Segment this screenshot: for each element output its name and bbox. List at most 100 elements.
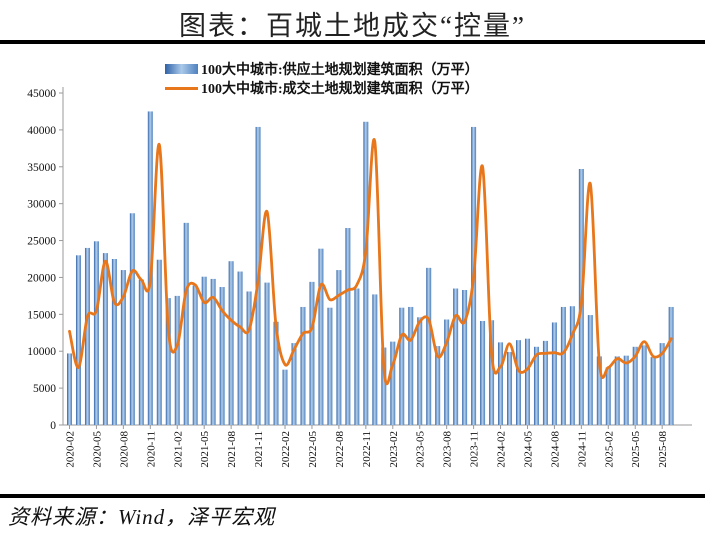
supply-bar bbox=[507, 351, 513, 425]
supply-bar bbox=[102, 253, 108, 425]
supply-bar bbox=[650, 357, 656, 425]
x-tick-label: 2022-11 bbox=[361, 431, 373, 467]
chart-legend: 100大中城市:供应土地规划建筑面积（万平） 100大中城市:成交土地规划建筑面… bbox=[165, 61, 479, 97]
supply-bar bbox=[336, 270, 342, 425]
x-tick-label: 2022-08 bbox=[334, 431, 346, 468]
y-tick-label: 20000 bbox=[27, 272, 56, 284]
supply-bar bbox=[435, 346, 441, 425]
supply-bar bbox=[444, 319, 450, 425]
supply-bar bbox=[210, 278, 216, 425]
supply-bar bbox=[120, 270, 126, 425]
supply-bar bbox=[596, 356, 602, 425]
y-tick-label: 0 bbox=[50, 420, 56, 432]
y-tick-label: 30000 bbox=[27, 199, 56, 211]
supply-bar bbox=[551, 322, 557, 425]
supply-bar bbox=[560, 306, 566, 425]
supply-bar bbox=[533, 346, 539, 425]
supply-bar bbox=[237, 271, 243, 425]
page-title: 图表：百城土地成交“控量” bbox=[179, 11, 526, 41]
plot-area: 0 5000 10000 15000 20000 25000 30000 35000 40000… bbox=[27, 87, 692, 468]
supply-bar bbox=[587, 315, 593, 425]
supply-bar bbox=[201, 276, 207, 425]
x-tick-label: 2022-05 bbox=[307, 431, 319, 468]
legend-item-supply: 100大中城市:供应土地规划建筑面积（万平） bbox=[165, 61, 479, 78]
supply-bar bbox=[111, 259, 117, 425]
supply-bar bbox=[174, 295, 180, 425]
supply-bar bbox=[93, 241, 99, 425]
y-tick-label: 35000 bbox=[27, 162, 56, 174]
legend-supply-label: 100大中城市:供应土地规划建筑面积（万平） bbox=[201, 63, 479, 78]
x-tick-label: 2023-11 bbox=[469, 431, 481, 467]
supply-bar bbox=[228, 261, 234, 425]
supply-bar bbox=[84, 247, 90, 425]
supply-bar bbox=[282, 369, 288, 425]
x-tick-label: 2025-08 bbox=[657, 431, 669, 468]
supply-bar bbox=[318, 248, 324, 425]
y-tick-label: 5000 bbox=[33, 383, 56, 395]
supply-bar bbox=[156, 259, 162, 425]
supply-bar bbox=[659, 343, 665, 425]
supply-bar bbox=[381, 347, 387, 425]
supply-bar bbox=[480, 320, 486, 425]
supply-bar bbox=[363, 121, 369, 426]
x-tick-label: 2021-11 bbox=[253, 431, 265, 467]
supply-bar bbox=[300, 306, 306, 425]
legend-transaction-label: 100大中城市:成交土地规划建筑面积（万平） bbox=[201, 82, 479, 97]
supply-bar bbox=[67, 353, 72, 425]
supply-bar bbox=[668, 306, 674, 425]
x-tick-label: 2024-08 bbox=[549, 431, 561, 468]
x-tick-label: 2023-02 bbox=[388, 431, 400, 468]
x-tick-label: 2025-05 bbox=[630, 431, 642, 468]
supply-bar bbox=[264, 282, 270, 425]
x-tick-label: 2022-02 bbox=[280, 431, 292, 468]
supply-bar bbox=[327, 307, 333, 425]
supply-bar bbox=[417, 317, 423, 425]
x-tick-label: 2020-05 bbox=[91, 431, 103, 468]
supply-bar bbox=[489, 320, 495, 425]
supply-bar bbox=[623, 355, 629, 425]
supply-bar bbox=[309, 281, 315, 425]
supply-bar bbox=[246, 291, 252, 425]
x-tick-label: 2024-11 bbox=[576, 431, 588, 467]
x-tick-label: 2023-05 bbox=[415, 431, 427, 468]
legend-line-swatch-icon bbox=[165, 86, 198, 90]
supply-bar bbox=[183, 222, 189, 425]
supply-bar bbox=[75, 255, 81, 425]
top-divider bbox=[0, 40, 705, 44]
supply-bar bbox=[372, 294, 378, 425]
x-tick-label: 2024-02 bbox=[496, 431, 508, 468]
transaction-line bbox=[68, 137, 673, 386]
y-tick-label: 45000 bbox=[27, 88, 56, 100]
supply-bar bbox=[516, 340, 521, 425]
supply-bar bbox=[614, 356, 620, 425]
supply-bar bbox=[192, 285, 198, 425]
supply-bar bbox=[165, 298, 171, 425]
supply-bar bbox=[399, 307, 405, 425]
x-tick-label: 2020-08 bbox=[118, 431, 130, 468]
supply-bar bbox=[462, 289, 468, 425]
supply-bar bbox=[273, 321, 279, 425]
chart-svg: 0 5000 10000 15000 20000 25000 30000 35000 40000… bbox=[27, 87, 692, 468]
x-tick-label: 2021-08 bbox=[226, 431, 238, 468]
supply-bar bbox=[129, 213, 135, 425]
y-tick-label: 40000 bbox=[27, 125, 56, 137]
supply-bar bbox=[345, 228, 351, 425]
supply-bar bbox=[219, 287, 225, 425]
supply-bar bbox=[426, 267, 432, 425]
y-tick-label: 10000 bbox=[27, 346, 56, 358]
x-tick-label: 2020-02 bbox=[65, 431, 77, 468]
supply-bar bbox=[605, 367, 611, 425]
source-note: 资料来源：Wind，泽平宏观 bbox=[8, 505, 276, 529]
supply-bar bbox=[632, 346, 638, 425]
supply-bar bbox=[524, 338, 530, 425]
supply-bar bbox=[542, 340, 548, 425]
supply-bar bbox=[569, 306, 575, 425]
supply-bar bbox=[641, 345, 647, 425]
bottom-divider bbox=[0, 494, 705, 498]
x-tick-label: 2024-05 bbox=[522, 431, 534, 468]
supply-bar bbox=[498, 342, 504, 425]
supply-bar bbox=[453, 288, 459, 425]
x-tick-label: 2021-05 bbox=[199, 431, 211, 468]
supply-bar bbox=[291, 343, 297, 425]
x-tick-label: 2025-02 bbox=[603, 431, 615, 468]
